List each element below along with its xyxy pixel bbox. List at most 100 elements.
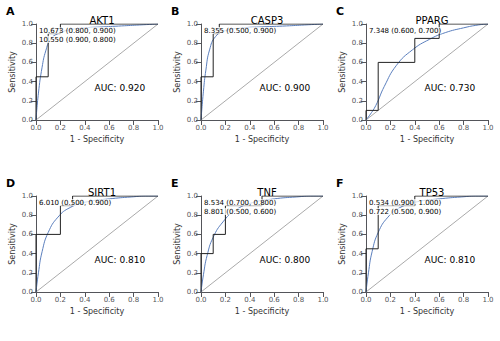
svg-text:1.0: 1.0 xyxy=(152,124,163,132)
svg-text:1.0: 1.0 xyxy=(317,296,328,304)
svg-text:1 - Specificity: 1 - Specificity xyxy=(235,135,290,144)
svg-text:0.4: 0.4 xyxy=(244,124,256,132)
svg-text:0.6: 0.6 xyxy=(352,230,364,238)
svg-text:1.0: 1.0 xyxy=(22,192,33,200)
svg-text:F: F xyxy=(336,177,344,190)
svg-text:Sensitivity: Sensitivity xyxy=(8,51,17,93)
svg-text:1.0: 1.0 xyxy=(482,124,493,132)
svg-text:1.0: 1.0 xyxy=(22,20,33,28)
svg-text:AUC: 0.800: AUC: 0.800 xyxy=(260,255,311,265)
svg-text:0.2: 0.2 xyxy=(352,269,363,277)
svg-text:0.6: 0.6 xyxy=(187,58,199,66)
svg-text:0.8: 0.8 xyxy=(352,39,363,47)
svg-text:1 - Specificity: 1 - Specificity xyxy=(70,135,125,144)
svg-text:0.0: 0.0 xyxy=(195,296,206,304)
svg-text:0.8: 0.8 xyxy=(128,124,139,132)
svg-text:0.0: 0.0 xyxy=(30,296,41,304)
svg-text:0.4: 0.4 xyxy=(22,78,34,86)
svg-text:0.8: 0.8 xyxy=(458,124,469,132)
svg-text:0.8: 0.8 xyxy=(293,124,304,132)
svg-text:0.4: 0.4 xyxy=(187,250,199,258)
svg-text:1 - Specificity: 1 - Specificity xyxy=(400,307,455,316)
svg-text:Sensitivity: Sensitivity xyxy=(338,51,347,93)
svg-text:8.801 (0.500, 0.600): 8.801 (0.500, 0.600) xyxy=(204,208,277,216)
svg-text:0.6: 0.6 xyxy=(104,296,116,304)
svg-text:0.6: 0.6 xyxy=(434,124,446,132)
svg-text:Sensitivity: Sensitivity xyxy=(8,223,17,265)
svg-text:Sensitivity: Sensitivity xyxy=(173,51,182,93)
svg-text:0.8: 0.8 xyxy=(293,296,304,304)
svg-text:0.0: 0.0 xyxy=(30,124,41,132)
svg-text:0.6: 0.6 xyxy=(269,124,281,132)
svg-text:CASP3: CASP3 xyxy=(251,15,284,26)
svg-text:0.4: 0.4 xyxy=(409,296,421,304)
svg-text:Sensitivity: Sensitivity xyxy=(338,223,347,265)
svg-text:0.2: 0.2 xyxy=(385,124,396,132)
svg-text:PPARG: PPARG xyxy=(416,15,449,26)
svg-text:SIRT1: SIRT1 xyxy=(88,187,116,198)
svg-text:0.4: 0.4 xyxy=(79,296,91,304)
svg-text:0.6: 0.6 xyxy=(269,296,281,304)
svg-text:0.8: 0.8 xyxy=(22,39,33,47)
svg-text:C: C xyxy=(336,5,344,18)
svg-text:1.0: 1.0 xyxy=(152,296,163,304)
svg-text:0.8: 0.8 xyxy=(128,296,139,304)
svg-text:10.673 (0.800, 0.900): 10.673 (0.800, 0.900) xyxy=(39,27,116,35)
svg-text:10.550 (0.900, 0.800): 10.550 (0.900, 0.800) xyxy=(39,36,116,44)
svg-text:8.534 (0.700, 0.800): 8.534 (0.700, 0.800) xyxy=(204,199,277,207)
svg-text:0.6: 0.6 xyxy=(187,230,199,238)
svg-text:AKT1: AKT1 xyxy=(89,15,114,26)
svg-text:AUC: 0.730: AUC: 0.730 xyxy=(425,83,476,93)
svg-text:Sensitivity: Sensitivity xyxy=(173,223,182,265)
svg-text:0.722 (0.500, 0.900): 0.722 (0.500, 0.900) xyxy=(369,208,442,216)
svg-text:1.0: 1.0 xyxy=(352,20,363,28)
svg-text:0.8: 0.8 xyxy=(187,211,198,219)
svg-text:TP53: TP53 xyxy=(419,187,445,198)
svg-text:0.2: 0.2 xyxy=(22,269,33,277)
svg-text:1 - Specificity: 1 - Specificity xyxy=(235,307,290,316)
svg-text:7.348 (0.600, 0.700): 7.348 (0.600, 0.700) xyxy=(369,27,442,35)
svg-text:0.8: 0.8 xyxy=(22,211,33,219)
svg-text:0.0: 0.0 xyxy=(360,296,371,304)
svg-text:B: B xyxy=(171,5,179,18)
svg-text:0.8: 0.8 xyxy=(458,296,469,304)
svg-text:8.355 (0.500, 0.900): 8.355 (0.500, 0.900) xyxy=(204,27,277,35)
svg-text:0.4: 0.4 xyxy=(22,250,34,258)
svg-text:0.4: 0.4 xyxy=(409,124,421,132)
svg-text:0.2: 0.2 xyxy=(220,296,231,304)
svg-text:0.8: 0.8 xyxy=(187,39,198,47)
svg-text:A: A xyxy=(6,5,15,18)
svg-text:0.2: 0.2 xyxy=(352,97,363,105)
svg-text:1.0: 1.0 xyxy=(352,192,363,200)
svg-text:0.6: 0.6 xyxy=(22,58,34,66)
svg-text:E: E xyxy=(171,177,179,190)
svg-text:0.6: 0.6 xyxy=(352,58,364,66)
svg-text:AUC: 0.900: AUC: 0.900 xyxy=(260,83,311,93)
svg-text:0.4: 0.4 xyxy=(352,78,364,86)
svg-text:0.2: 0.2 xyxy=(385,296,396,304)
svg-text:0.4: 0.4 xyxy=(244,296,256,304)
svg-text:0.4: 0.4 xyxy=(187,78,199,86)
svg-text:0.534 (0.900, 1.000): 0.534 (0.900, 1.000) xyxy=(369,199,442,207)
svg-text:D: D xyxy=(6,177,15,190)
svg-text:1.0: 1.0 xyxy=(482,296,493,304)
svg-text:1.0: 1.0 xyxy=(187,20,198,28)
svg-text:0.4: 0.4 xyxy=(352,250,364,258)
svg-text:0.2: 0.2 xyxy=(220,124,231,132)
svg-text:0.2: 0.2 xyxy=(55,124,66,132)
svg-text:0.6: 0.6 xyxy=(104,124,116,132)
svg-text:AUC: 0.810: AUC: 0.810 xyxy=(95,255,146,265)
svg-text:6.010 (0.500, 0.900): 6.010 (0.500, 0.900) xyxy=(39,199,112,207)
svg-text:1.0: 1.0 xyxy=(187,192,198,200)
svg-text:1 - Specificity: 1 - Specificity xyxy=(400,135,455,144)
svg-text:0.0: 0.0 xyxy=(195,124,206,132)
svg-text:AUC: 0.810: AUC: 0.810 xyxy=(425,255,476,265)
svg-text:0.6: 0.6 xyxy=(22,230,34,238)
svg-text:0.8: 0.8 xyxy=(352,211,363,219)
svg-text:AUC: 0.920: AUC: 0.920 xyxy=(95,83,146,93)
svg-text:0.0: 0.0 xyxy=(360,124,371,132)
svg-text:1.0: 1.0 xyxy=(317,124,328,132)
svg-text:TNF: TNF xyxy=(256,187,277,198)
svg-text:0.4: 0.4 xyxy=(79,124,91,132)
svg-text:0.2: 0.2 xyxy=(22,97,33,105)
